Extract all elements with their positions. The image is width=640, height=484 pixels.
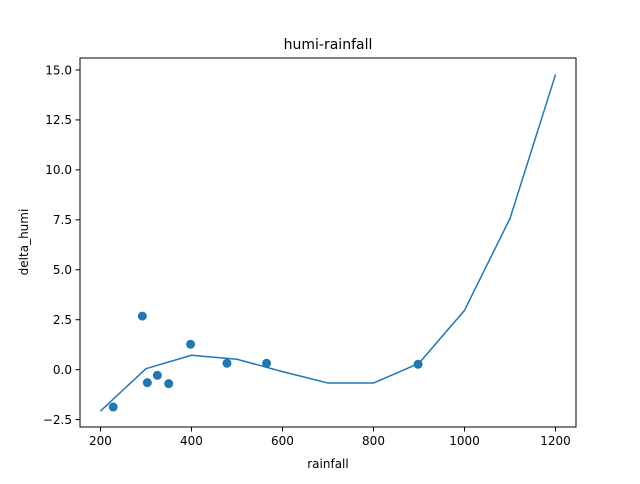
axes-frame xyxy=(79,57,577,428)
scatter-point xyxy=(186,339,196,349)
x-tick-label: 800 xyxy=(362,434,385,448)
scatter-point xyxy=(164,379,174,389)
plot-area xyxy=(99,74,557,412)
y-tick-label: 2.5 xyxy=(53,313,72,327)
axes: 200 400 600 800 1000 1200 −2.5 0.0 2.5 5.0 7.5 10.0… xyxy=(43,57,577,448)
series-line xyxy=(99,74,557,412)
y-tick-label: 5.0 xyxy=(53,263,72,277)
scatter-point xyxy=(152,370,162,380)
y-tick-label: 15.0 xyxy=(45,63,72,77)
scatter-point xyxy=(262,358,272,368)
x-tick-label: 200 xyxy=(89,434,112,448)
x-tick-label: 600 xyxy=(271,434,294,448)
x-tick-label: 400 xyxy=(180,434,203,448)
y-tick-label: −2.5 xyxy=(43,413,72,427)
x-tick-label: 1200 xyxy=(540,434,571,448)
y-tick-label: 7.5 xyxy=(53,213,72,227)
scatter-point xyxy=(108,402,118,412)
x-axis-label: rainfall xyxy=(307,457,348,471)
y-tick-label: 0.0 xyxy=(53,363,72,377)
scatter-point xyxy=(222,358,232,368)
scatter-point xyxy=(142,378,152,388)
scatter-point xyxy=(137,311,147,321)
y-tick-label: 12.5 xyxy=(45,113,72,127)
y-axis-label: delta_humi xyxy=(17,209,31,276)
y-tick-label: 10.0 xyxy=(45,163,72,177)
chart-title: humi-rainfall xyxy=(284,37,373,53)
x-tick-label: 1000 xyxy=(449,434,480,448)
